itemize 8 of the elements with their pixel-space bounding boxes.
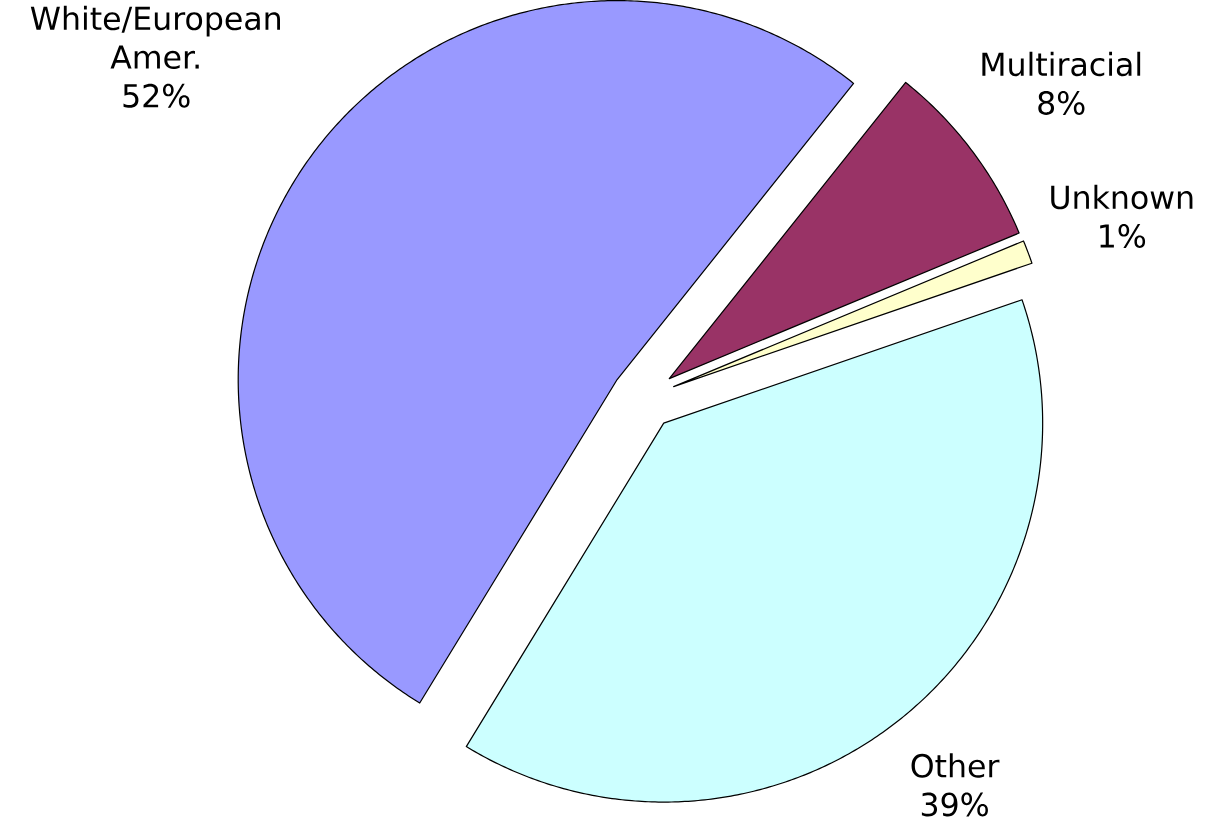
data-label: 39% xyxy=(921,792,988,817)
data-label: 1% xyxy=(1100,224,1146,248)
slice-label: Unknown xyxy=(1051,184,1193,210)
data-label: 8% xyxy=(1038,91,1085,115)
slice-label: Multiracial xyxy=(982,51,1141,77)
slice-label: Other xyxy=(911,753,1000,778)
data-label: 52% xyxy=(123,83,190,108)
slice-label: White/European Amer. xyxy=(30,5,280,70)
